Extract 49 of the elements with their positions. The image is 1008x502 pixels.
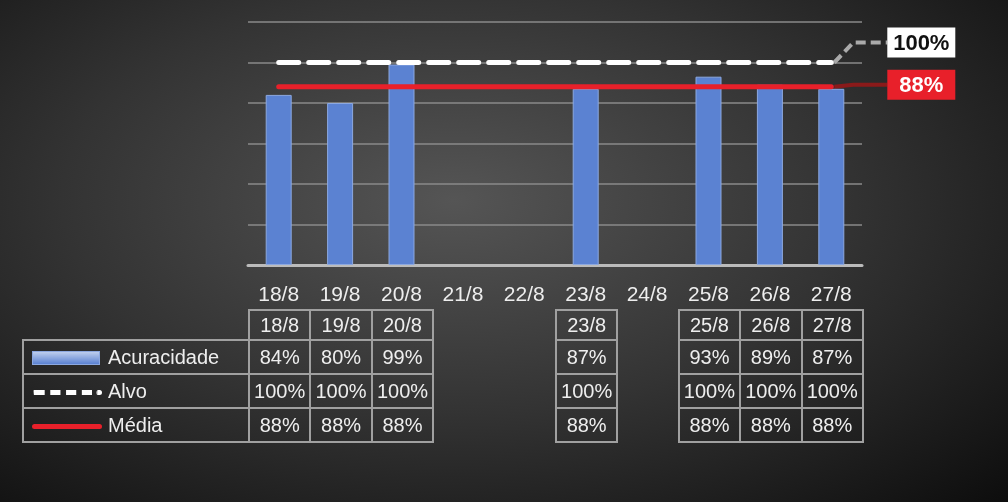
bar <box>572 88 599 265</box>
bar <box>327 103 354 265</box>
data-label: 100% <box>249 374 311 408</box>
x-tick-label: 20/8 <box>381 282 422 305</box>
data-label: 88% <box>678 408 741 442</box>
data-label: 88% <box>555 408 618 442</box>
x-tick-label: 27/8 <box>810 282 852 305</box>
x-tick-label: 26/8 <box>749 282 791 305</box>
data-label: 87% <box>555 340 618 374</box>
legend-label: Alvo <box>108 379 147 402</box>
data-label: 87% <box>801 340 863 374</box>
data-label: 100% <box>801 374 863 408</box>
bar <box>265 94 292 265</box>
data-label: 84% <box>249 340 311 374</box>
bar <box>388 64 415 265</box>
legend-label: Média <box>108 413 163 436</box>
data-label: 93% <box>678 340 741 374</box>
data-label: 88% <box>249 408 311 442</box>
x-tick-label: 25/8 <box>688 282 729 305</box>
data-label: 100% <box>371 374 434 408</box>
category-label: 26/8 <box>751 313 791 336</box>
category-label: 23/8 <box>567 313 607 336</box>
data-label: 88% <box>310 408 372 442</box>
x-tick-label: 21/8 <box>442 282 484 305</box>
x-tick-label: 24/8 <box>626 282 668 305</box>
data-label: 88% <box>801 408 863 442</box>
data-label: 88% <box>740 408 802 442</box>
annotation: 100% <box>893 30 950 55</box>
legend-label: Acuracidade <box>108 345 220 368</box>
data-label: 99% <box>371 340 434 374</box>
x-tick-label: 23/8 <box>565 282 607 305</box>
data-label: 89% <box>740 340 802 374</box>
data-label: 100% <box>740 374 802 408</box>
category-label: 27/8 <box>812 313 852 336</box>
x-tick-label: 22/8 <box>503 282 545 305</box>
annotation: 88% <box>899 72 944 98</box>
category-label: 20/8 <box>383 313 422 336</box>
data-label: 80% <box>310 340 372 374</box>
data-label: 100% <box>555 374 618 408</box>
bar <box>818 88 845 265</box>
x-tick-label: 18/8 <box>258 282 300 305</box>
category-label: 19/8 <box>321 313 361 336</box>
category-label: 18/8 <box>260 313 300 336</box>
data-label: 100% <box>310 374 372 408</box>
x-tick-label: 19/8 <box>319 282 361 305</box>
category-label: 25/8 <box>689 313 729 336</box>
data-label: 88% <box>371 408 434 442</box>
bar <box>695 76 722 265</box>
data-label: 100% <box>678 374 741 408</box>
